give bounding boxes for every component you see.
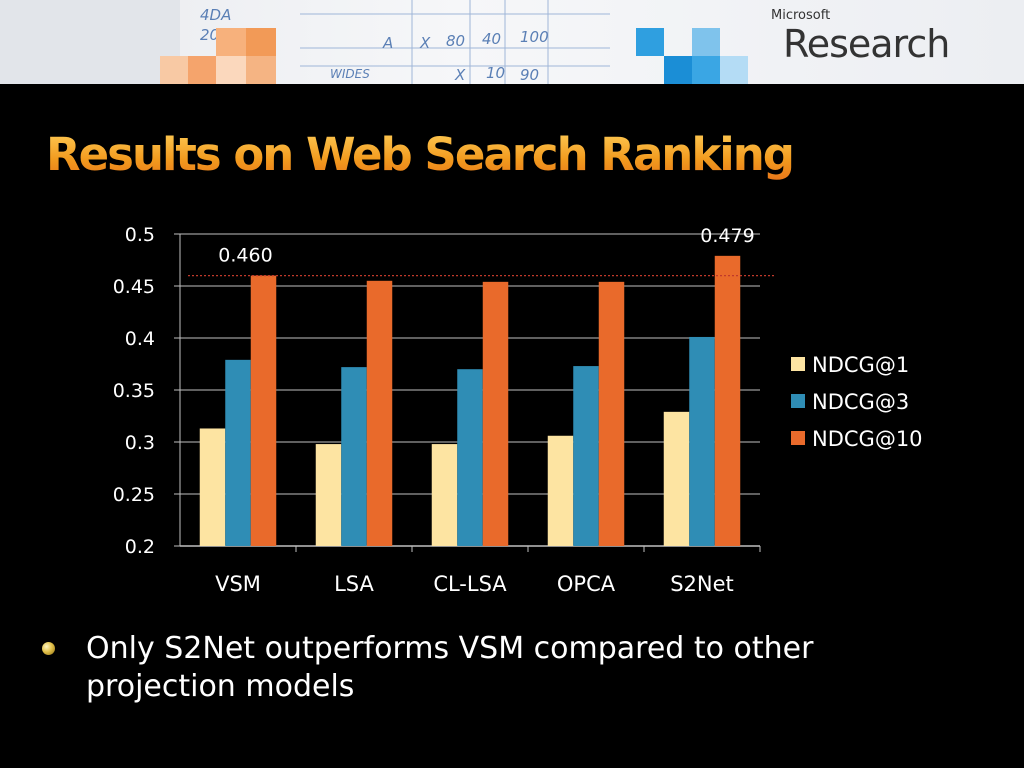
microsoft-wordmark: Microsoft — [771, 8, 831, 23]
board-text-2: 80 — [446, 32, 465, 50]
bar-opca-ndcg10 — [598, 281, 625, 546]
legend-swatch — [791, 431, 805, 445]
x-tick-label: CL-LSA — [433, 572, 507, 596]
chart-axes: 0.5 0.45 0.4 0.35 0.3 0.25 0.2 — [113, 224, 761, 558]
bar-opca-ndcg1 — [547, 435, 574, 546]
bar-cl-lsa-ndcg1 — [431, 444, 458, 546]
header-banner: A X 80 40 100 X 10 90 4DA 20 WIDES — [0, 0, 1024, 84]
board-text-7: 90 — [520, 66, 539, 84]
whiteboard-graphic: A X 80 40 100 X 10 90 4DA 20 WIDES — [0, 0, 748, 84]
bullet-icon — [42, 642, 55, 655]
y-tick-label: 0.45 — [113, 276, 155, 298]
slide-title: Results on Web Search Ranking — [46, 128, 795, 181]
chart-gridlines — [180, 233, 760, 495]
y-tick-label: 0.4 — [125, 328, 155, 350]
bar-lsa-ndcg3 — [341, 367, 367, 546]
board-text-1: X — [419, 34, 431, 52]
board-text-6: 10 — [486, 64, 505, 82]
legend-swatch — [791, 394, 805, 408]
board-text-4: 100 — [520, 28, 549, 46]
bar-cl-lsa-ndcg3 — [457, 369, 483, 546]
y-tick-label: 0.5 — [125, 224, 155, 246]
bar-cl-lsa-ndcg10 — [482, 281, 509, 546]
x-tick-label: S2Net — [670, 572, 734, 596]
x-tick-label: OPCA — [557, 572, 616, 596]
legend-label: NDCG@1 — [812, 353, 909, 377]
board-text-3: 40 — [482, 30, 501, 48]
y-tick-label: 0.2 — [125, 536, 155, 558]
bar-vsm-ndcg10 — [250, 275, 277, 546]
bar-vsm-ndcg3 — [225, 359, 251, 546]
bullet-text: Only S2Net outperforms VSM compared to o… — [86, 631, 814, 704]
legend-swatch — [791, 357, 805, 371]
board-text-0: A — [382, 34, 393, 52]
bar-lsa-ndcg10 — [366, 280, 393, 546]
board-text-8: 4DA — [200, 6, 231, 24]
chart-bars — [199, 255, 741, 546]
bar-s2net-ndcg10 — [714, 255, 741, 546]
bar-opca-ndcg3 — [573, 366, 599, 546]
legend-label: NDCG@3 — [812, 390, 909, 414]
chart-legend: NDCG@1 NDCG@3 NDCG@10 — [791, 353, 923, 451]
bar-s2net-ndcg3 — [689, 336, 715, 546]
y-tick-label: 0.25 — [113, 484, 155, 506]
board-text-9: 20 — [200, 26, 219, 44]
data-label: 0.479 — [700, 225, 754, 247]
board-text-5: X — [454, 66, 466, 84]
orange-tiles-decoration — [160, 28, 276, 84]
research-wordmark: Research — [783, 22, 950, 66]
chart-labels: VSM LSA CL-LSA OPCA S2Net 0.460 0.479 — [188, 225, 775, 596]
x-tick-label: VSM — [215, 572, 261, 596]
y-tick-label: 0.35 — [113, 380, 155, 402]
blue-tiles-decoration — [636, 28, 748, 84]
bar-lsa-ndcg1 — [315, 444, 342, 546]
board-text-10: WIDES — [330, 67, 370, 81]
bar-vsm-ndcg1 — [199, 428, 226, 546]
y-tick-label: 0.3 — [125, 432, 155, 454]
data-label: 0.460 — [218, 245, 272, 267]
x-tick-label: LSA — [334, 572, 374, 596]
legend-label: NDCG@10 — [812, 427, 923, 451]
bar-s2net-ndcg1 — [663, 411, 690, 546]
